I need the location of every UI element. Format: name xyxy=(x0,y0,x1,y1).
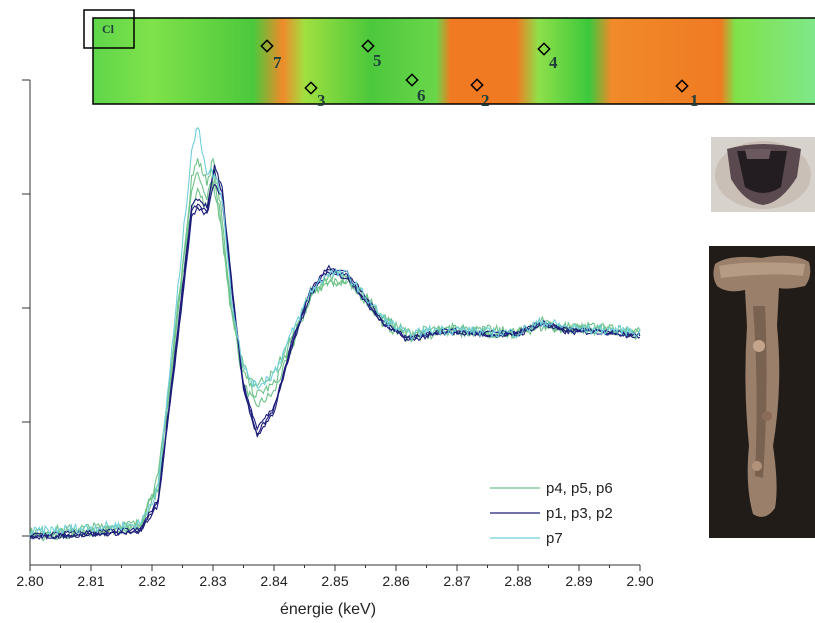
x-tick-label: 2.84 xyxy=(260,573,287,589)
spectrum-line-7 xyxy=(29,126,641,536)
x-tick-label: 2.86 xyxy=(382,573,409,589)
point-label-6: 6 xyxy=(417,86,426,105)
point-label-4: 4 xyxy=(549,53,558,72)
x-tick-label: 2.87 xyxy=(443,573,470,589)
chlorine-element-map: Cl 1 2 3 4 5 6 7 xyxy=(0,0,815,110)
point-label-5: 5 xyxy=(373,51,382,70)
point-label-3: 3 xyxy=(317,91,326,110)
artifact-photo xyxy=(709,246,815,538)
spectrum-line-5 xyxy=(29,168,641,537)
x-tick-label: 2.85 xyxy=(321,573,348,589)
cross-section-photo xyxy=(711,137,815,212)
x-tick-label: 2.88 xyxy=(504,573,531,589)
point-label-2: 2 xyxy=(481,91,490,110)
element-label-box xyxy=(83,9,135,49)
legend-label: p7 xyxy=(546,530,563,547)
x-axis-title: énergie (keV) xyxy=(280,601,376,618)
element-label: Cl xyxy=(102,22,115,36)
legend-label: p1, p3, p2 xyxy=(546,505,613,522)
x-tick-label: 2.83 xyxy=(199,573,226,589)
point-label-7: 7 xyxy=(273,53,282,72)
legend-label: p4, p5, p6 xyxy=(546,480,613,497)
x-tick-label: 2.82 xyxy=(138,573,165,589)
x-tick-label: 2.89 xyxy=(565,573,592,589)
x-tick-label: 2.90 xyxy=(626,573,653,589)
x-tick-label: 2.80 xyxy=(16,573,43,589)
point-label-1: 1 xyxy=(690,91,699,110)
x-tick-label: 2.81 xyxy=(77,573,104,589)
